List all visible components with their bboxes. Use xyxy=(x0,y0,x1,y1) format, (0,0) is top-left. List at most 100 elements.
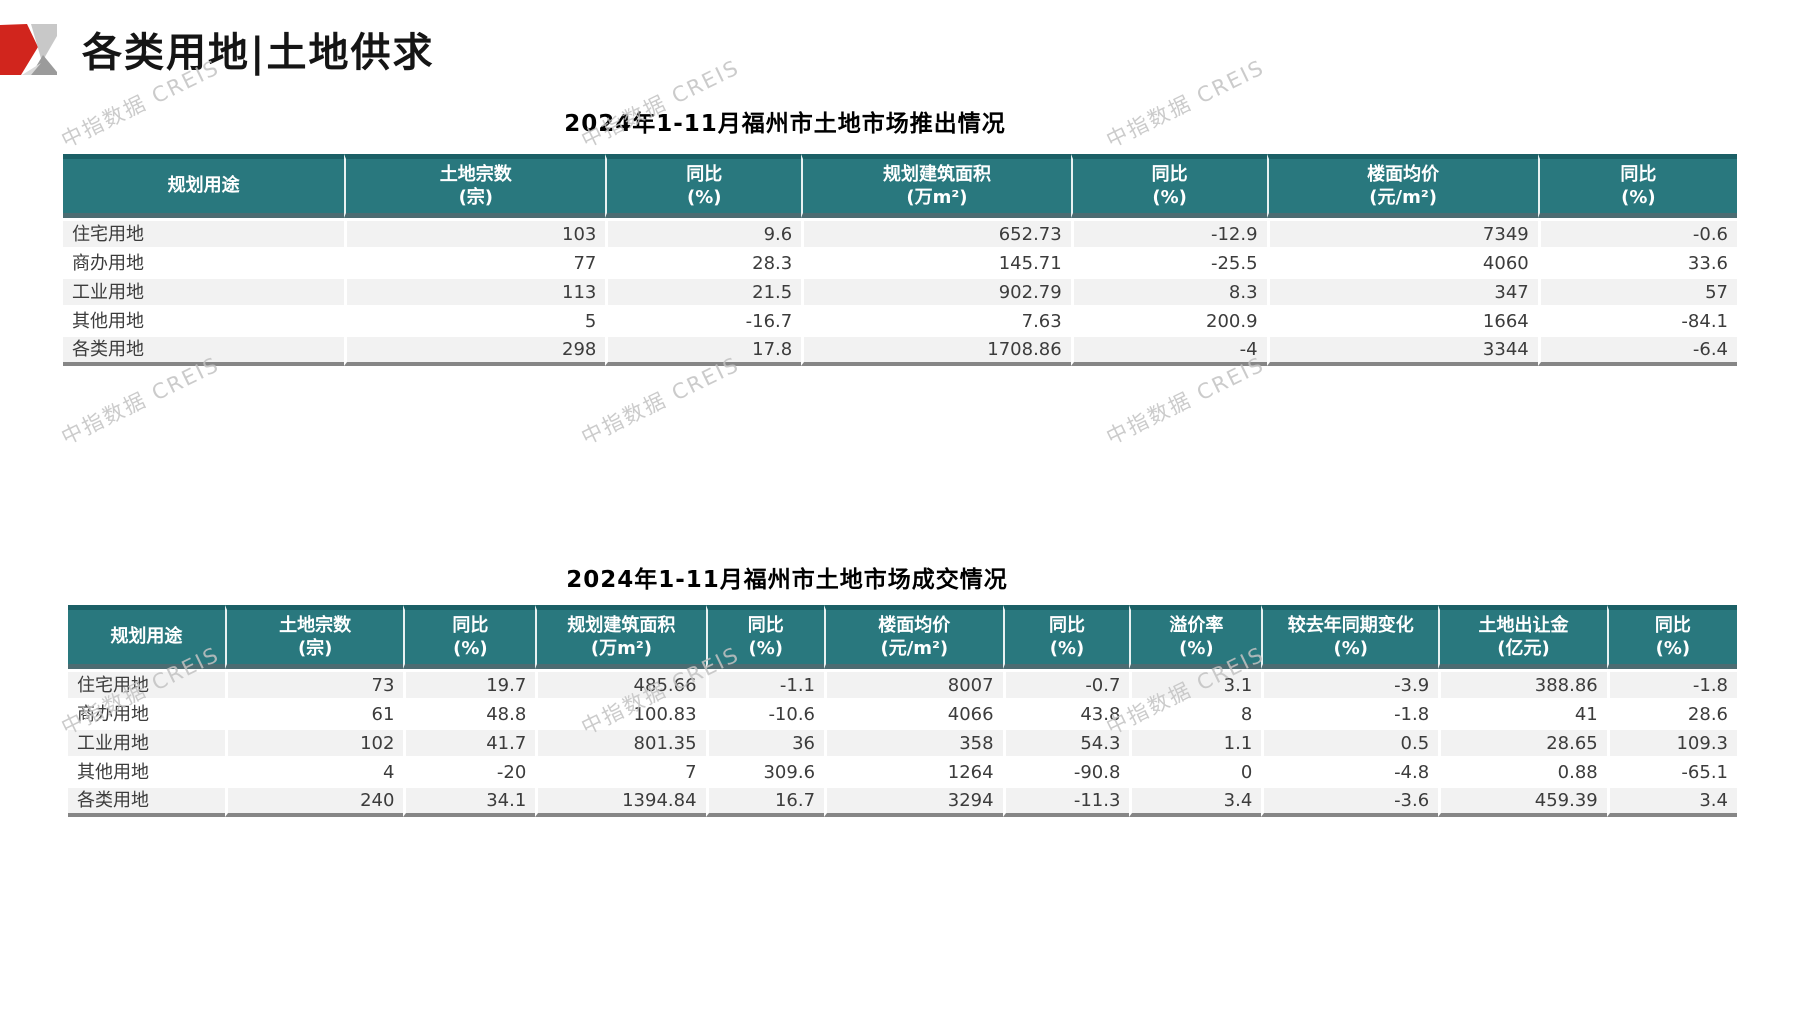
cell-value: 9.6 xyxy=(605,218,802,247)
cell-value: 28.65 xyxy=(1438,727,1607,756)
cell-value: 7349 xyxy=(1266,218,1538,247)
cell-value: 3.1 xyxy=(1129,669,1262,698)
cell-value: 77 xyxy=(344,247,606,276)
column-header: 较去年同期变化 (%) xyxy=(1261,605,1439,669)
cell-value: 1.1 xyxy=(1129,727,1262,756)
cell-value: 358 xyxy=(824,727,1003,756)
cell-value: 200.9 xyxy=(1070,305,1267,334)
row-label: 商办用地 xyxy=(68,698,225,727)
row-label: 其他用地 xyxy=(68,756,225,785)
cell-value: -4.8 xyxy=(1261,756,1439,785)
table-row: 各类用地 240 34.1 1394.84 16.7 3294 -11.3 3.4 -3.6 45… xyxy=(68,785,1737,817)
cell-value: 4066 xyxy=(824,698,1003,727)
column-header: 规划建筑面积 (万m²) xyxy=(535,605,706,669)
cell-value: 8007 xyxy=(824,669,1003,698)
table-row: 工业用地 102 41.7 801.35 36 358 54.3 1.1 0.5 28.65 109… xyxy=(68,727,1737,756)
cell-value: 240 xyxy=(224,785,404,817)
cell-value: 0 xyxy=(1129,756,1262,785)
cell-value: 100.83 xyxy=(535,698,706,727)
table-row: 商办用地 61 48.8 100.83 -10.6 4066 43.8 8 -1.8 41 28.6 xyxy=(68,698,1737,727)
row-label: 商办用地 xyxy=(63,247,345,276)
cell-value: 459.39 xyxy=(1438,785,1607,817)
cell-value: 1708.86 xyxy=(801,334,1071,366)
cell-value: 8.3 xyxy=(1070,276,1267,305)
cell-value: 3.4 xyxy=(1129,785,1262,817)
column-header: 同比 (%) xyxy=(705,605,825,669)
cell-value: 298 xyxy=(344,334,606,366)
cell-value: 73 xyxy=(224,669,404,698)
page-header: 各类用地|土地供求 xyxy=(0,20,435,78)
column-header: 土地出让金 (亿元) xyxy=(1438,605,1607,669)
land-supply-section: 2024年1-11月福州市土地市场推出情况 规划用途 土地宗数 (宗) 同比 (%) 规划… xyxy=(63,104,1737,366)
cell-value: 41.7 xyxy=(403,727,536,756)
cell-value: 485.66 xyxy=(535,669,706,698)
cell-value: 4060 xyxy=(1266,247,1538,276)
cell-value: 3.4 xyxy=(1606,785,1737,817)
cell-value: -16.7 xyxy=(605,305,802,334)
row-label: 工业用地 xyxy=(68,727,225,756)
column-header: 规划用途 xyxy=(63,154,345,218)
cell-value: 1264 xyxy=(824,756,1003,785)
row-label: 其他用地 xyxy=(63,305,345,334)
cell-value: -25.5 xyxy=(1070,247,1267,276)
column-header: 土地宗数 (宗) xyxy=(224,605,404,669)
cell-value: 17.8 xyxy=(605,334,802,366)
cell-value: 41 xyxy=(1438,698,1607,727)
column-header: 同比 (%) xyxy=(1070,154,1267,218)
cell-value: 309.6 xyxy=(705,756,825,785)
cell-value: -0.7 xyxy=(1002,669,1130,698)
land-deal-section: 2024年1-11月福州市土地市场成交情况 规划用途 土地宗数 (宗) 同比 (%) 规划… xyxy=(68,560,1737,817)
table-row: 各类用地 298 17.8 1708.86 -4 3344 -6.4 xyxy=(63,334,1737,366)
table-row: 住宅用地 103 9.6 652.73 -12.9 7349 -0.6 xyxy=(63,218,1737,247)
cell-value: -10.6 xyxy=(705,698,825,727)
row-label: 各类用地 xyxy=(63,334,345,366)
cell-value: 388.86 xyxy=(1438,669,1607,698)
creis-logo-icon xyxy=(0,24,57,75)
column-header: 同比 (%) xyxy=(403,605,536,669)
cell-value: -3.9 xyxy=(1261,669,1439,698)
cell-value: 3344 xyxy=(1266,334,1538,366)
deal-table-title: 2024年1-11月福州市土地市场成交情况 xyxy=(566,567,1008,593)
cell-value: 33.6 xyxy=(1537,247,1737,276)
column-header: 同比 (%) xyxy=(1002,605,1130,669)
column-header: 土地宗数 (宗) xyxy=(344,154,606,218)
cell-value: 36 xyxy=(705,727,825,756)
row-label: 住宅用地 xyxy=(68,669,225,698)
supply-table: 规划用途 土地宗数 (宗) 同比 (%) 规划建筑面积 (万m²) 同比 (%) 楼面均价 (元/m… xyxy=(63,154,1737,366)
row-label: 住宅用地 xyxy=(63,218,345,247)
column-header: 同比 (%) xyxy=(605,154,802,218)
cell-value: -90.8 xyxy=(1002,756,1130,785)
cell-value: -4 xyxy=(1070,334,1267,366)
cell-value: 347 xyxy=(1266,276,1538,305)
cell-value: 652.73 xyxy=(801,218,1071,247)
column-header: 规划建筑面积 (万m²) xyxy=(801,154,1071,218)
cell-value: 145.71 xyxy=(801,247,1071,276)
cell-value: -84.1 xyxy=(1537,305,1737,334)
table-row: 住宅用地 73 19.7 485.66 -1.1 8007 -0.7 3.1 -3.9 388.8… xyxy=(68,669,1737,698)
table-row: 其他用地 5 -16.7 7.63 200.9 1664 -84.1 xyxy=(63,305,1737,334)
row-label: 工业用地 xyxy=(63,276,345,305)
cell-value: 54.3 xyxy=(1002,727,1130,756)
cell-value: 102 xyxy=(224,727,404,756)
cell-value: 902.79 xyxy=(801,276,1071,305)
cell-value: 16.7 xyxy=(705,785,825,817)
cell-value: 57 xyxy=(1537,276,1737,305)
header-row: 规划用途 土地宗数 (宗) 同比 (%) 规划建筑面积 (万m²) 同比 (%) 楼面均价 (元/m… xyxy=(63,154,1737,218)
cell-value: 801.35 xyxy=(535,727,706,756)
cell-value: 21.5 xyxy=(605,276,802,305)
cell-value: -3.6 xyxy=(1261,785,1439,817)
deal-table: 规划用途 土地宗数 (宗) 同比 (%) 规划建筑面积 (万m²) 同比 (%) 楼面均价 (元/m… xyxy=(68,605,1737,817)
cell-value: 48.8 xyxy=(403,698,536,727)
cell-value: 43.8 xyxy=(1002,698,1130,727)
cell-value: 0.88 xyxy=(1438,756,1607,785)
cell-value: -11.3 xyxy=(1002,785,1130,817)
cell-value: -1.1 xyxy=(705,669,825,698)
cell-value: 1394.84 xyxy=(535,785,706,817)
column-header: 同比 (%) xyxy=(1537,154,1737,218)
supply-table-title: 2024年1-11月福州市土地市场推出情况 xyxy=(564,111,1006,137)
header-row: 规划用途 土地宗数 (宗) 同比 (%) 规划建筑面积 (万m²) 同比 (%) 楼面均价 (元/m… xyxy=(68,605,1737,669)
column-header: 楼面均价 (元/m²) xyxy=(1266,154,1538,218)
cell-value: 113 xyxy=(344,276,606,305)
cell-value: 19.7 xyxy=(403,669,536,698)
